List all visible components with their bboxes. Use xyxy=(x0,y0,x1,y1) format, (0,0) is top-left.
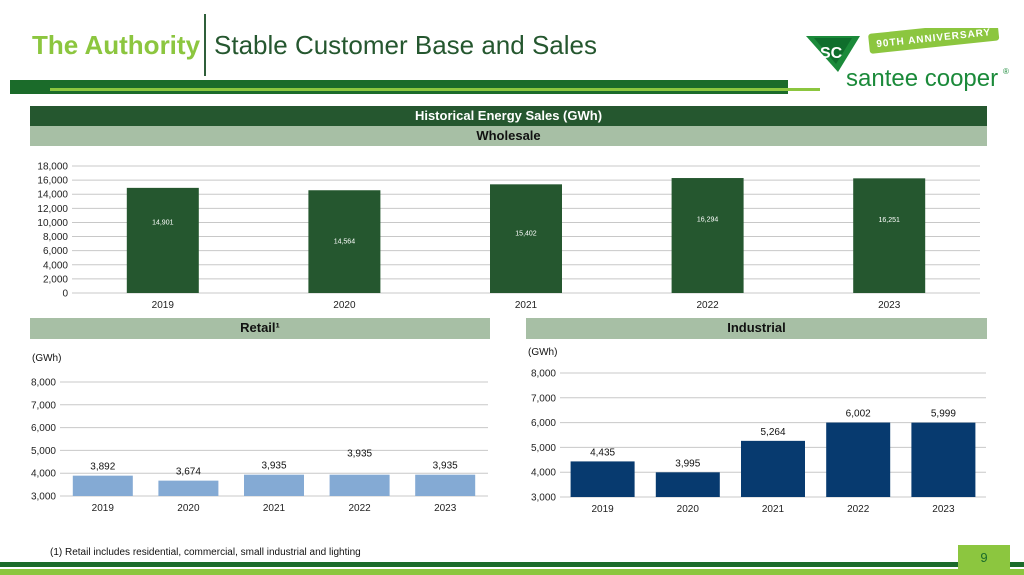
wholesale-xtick-label: 2021 xyxy=(515,300,538,311)
retail-bar-2020 xyxy=(158,480,219,496)
wholesale-data-label: 14,564 xyxy=(334,239,356,246)
wholesale-data-label: 16,294 xyxy=(697,217,719,224)
wholesale-ytick-label: 6,000 xyxy=(43,246,68,257)
industrial-xtick-label: 2022 xyxy=(847,504,870,515)
retail-ytick-label: 5,000 xyxy=(31,446,56,457)
wholesale-xtick-label: 2020 xyxy=(333,300,356,311)
retail-bar-2022 xyxy=(329,474,390,496)
industrial-data-label: 6,002 xyxy=(846,409,871,420)
retail-ytick-label: 8,000 xyxy=(31,378,56,389)
industrial-ytick-label: 8,000 xyxy=(531,369,556,380)
wholesale-ytick-label: 18,000 xyxy=(37,162,68,173)
wholesale-xtick-label: 2022 xyxy=(696,300,719,311)
wholesale-bar-2020 xyxy=(308,190,381,293)
retail-ytick-label: 4,000 xyxy=(31,469,56,480)
footnote: (1) Retail includes residential, commerc… xyxy=(50,547,361,558)
industrial-unit-label: (GWh) xyxy=(528,347,558,358)
industrial-bar-2023 xyxy=(911,422,976,497)
industrial-data-label: 5,264 xyxy=(760,427,785,438)
industrial-data-label: 5,999 xyxy=(931,409,956,420)
wholesale-ytick-label: 2,000 xyxy=(43,274,68,285)
wholesale-data-label: 16,251 xyxy=(878,217,900,224)
retail-data-label: 3,892 xyxy=(90,462,115,473)
wholesale-xtick-label: 2019 xyxy=(152,300,175,311)
retail-data-label: 3,935 xyxy=(433,461,458,472)
page-title-section: The Authority xyxy=(32,30,201,60)
retail-data-label: 3,935 xyxy=(347,449,372,460)
industrial-bar-2019 xyxy=(570,461,635,497)
retail-xtick-label: 2023 xyxy=(434,503,457,514)
brand-name: santee cooper xyxy=(846,65,998,92)
retail-xtick-label: 2022 xyxy=(348,503,371,514)
anniversary-ribbon xyxy=(868,28,1000,54)
retail-bar-2019 xyxy=(72,475,133,496)
retail-ytick-label: 7,000 xyxy=(31,400,56,411)
wholesale-banner: Wholesale xyxy=(30,126,987,146)
wholesale-bar-2021 xyxy=(490,184,562,293)
wholesale-bar-2023 xyxy=(853,178,926,293)
industrial-xtick-label: 2021 xyxy=(762,504,785,515)
retail-xtick-label: 2020 xyxy=(177,503,200,514)
industrial-bar-2022 xyxy=(826,422,891,497)
wholesale-data-label: 15,402 xyxy=(515,230,537,237)
industrial-xtick-label: 2023 xyxy=(932,504,955,515)
industrial-xtick-label: 2020 xyxy=(677,504,700,515)
industrial-banner: Industrial xyxy=(526,318,987,339)
retail-banner: Retail¹ xyxy=(30,318,490,339)
retail-xtick-label: 2021 xyxy=(263,503,286,514)
industrial-data-label: 4,435 xyxy=(590,447,615,458)
industrial-ytick-label: 4,000 xyxy=(531,468,556,479)
industrial-ytick-label: 7,000 xyxy=(531,393,556,404)
registered-mark: ® xyxy=(1003,67,1009,76)
wholesale-bar-2019 xyxy=(126,187,199,293)
retail-ytick-label: 6,000 xyxy=(31,423,56,434)
industrial-data-label: 3,995 xyxy=(675,458,700,469)
wholesale-ytick-label: 12,000 xyxy=(37,204,68,215)
footer-rule xyxy=(0,562,1024,567)
industrial-bar-2021 xyxy=(741,440,805,497)
retail-bar-2021 xyxy=(244,474,304,496)
title-divider xyxy=(204,14,206,76)
wholesale-ytick-label: 0 xyxy=(62,289,68,300)
wholesale-chart: 0 2,000 4,000 6,000 8,000 10,000 12,000 14,000 1… xyxy=(37,162,980,311)
page-number: 9 xyxy=(958,545,1010,571)
industrial-ytick-label: 5,000 xyxy=(531,443,556,454)
industrial-bar-2020 xyxy=(655,472,720,497)
retail-ytick-label: 3,000 xyxy=(31,492,56,503)
wholesale-ytick-label: 8,000 xyxy=(43,232,68,243)
header-rule-accent xyxy=(50,88,820,91)
wholesale-ytick-label: 10,000 xyxy=(37,218,68,229)
industrial-chart: 3,000 4,000 5,000 6,000 7,000 8,000 4,435 2019 3… xyxy=(531,369,986,515)
wholesale-data-label: 14,901 xyxy=(152,220,174,227)
retail-data-label: 3,674 xyxy=(176,467,201,478)
retail-data-label: 3,935 xyxy=(261,461,286,472)
page-title: Stable Customer Base and Sales xyxy=(214,30,597,60)
wholesale-bar-2022 xyxy=(671,178,744,293)
retail-chart: 3,000 4,000 5,000 6,000 7,000 8,000 3,892 2019 3… xyxy=(31,378,488,514)
footer-rule-accent xyxy=(0,569,1024,575)
industrial-xtick-label: 2019 xyxy=(591,504,614,515)
header-rule xyxy=(10,80,788,94)
santee-cooper-logo: SC 90TH ANNIVERSARY santee cooper ® xyxy=(806,28,1009,92)
retail-bar-2023 xyxy=(415,474,476,496)
logo-mark-text: SC xyxy=(820,45,843,62)
industrial-ytick-label: 3,000 xyxy=(531,493,556,504)
historical-sales-banner: Historical Energy Sales (GWh) xyxy=(30,106,987,126)
retail-xtick-label: 2019 xyxy=(92,503,115,514)
wholesale-ytick-label: 14,000 xyxy=(37,190,68,201)
industrial-ytick-label: 6,000 xyxy=(531,418,556,429)
wholesale-ytick-label: 16,000 xyxy=(37,176,68,187)
wholesale-xtick-label: 2023 xyxy=(878,300,901,311)
retail-unit-label: (GWh) xyxy=(32,353,62,364)
wholesale-ytick-label: 4,000 xyxy=(43,260,68,271)
